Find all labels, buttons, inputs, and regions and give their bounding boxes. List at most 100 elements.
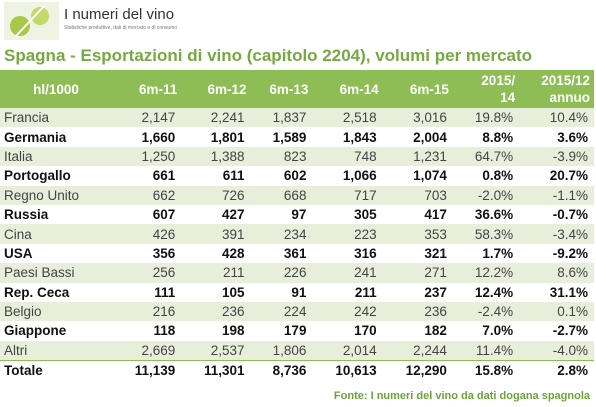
column-header: 2015/12 annuo [519, 70, 594, 108]
table-row: Totale 11,139 11,301 8,736 10,613 12,290 15.8%… [0, 360, 594, 381]
header-line: 2015/ [481, 73, 516, 88]
cell: 2,669 [112, 340, 182, 361]
column-header: 2015/14 [452, 70, 520, 108]
cell: 12.2% [452, 263, 520, 283]
cell: 91 [250, 282, 313, 302]
cell: 717 [312, 185, 383, 205]
cell: 11.4% [452, 340, 520, 361]
table-row: Portogallo 661 611 602 1,066 1,074 0.8% 20.7% [0, 166, 594, 186]
cell: 256 [112, 263, 182, 283]
cell: 10,613 [312, 360, 383, 381]
cell: 417 [382, 204, 453, 225]
cell: 2,004 [382, 127, 453, 147]
header-line: hl/1000 [33, 81, 79, 97]
cell: 1,250 [112, 146, 182, 167]
cell: 36.6% [452, 204, 520, 225]
column-header: 6m-12 [181, 70, 251, 108]
cell: 305 [312, 204, 383, 225]
cell: 182 [382, 321, 453, 341]
cell: 223 [312, 224, 383, 244]
cell: 234 [250, 224, 313, 244]
cell: 64.7% [452, 146, 520, 167]
cell: 2,241 [181, 108, 251, 128]
cell: 748 [312, 146, 383, 167]
title: Spagna - Esportazioni di vino (capitolo … [4, 46, 533, 65]
row-label: Belgio [0, 301, 113, 322]
row-label: Giappone [0, 321, 113, 341]
cell: 20.7% [519, 166, 594, 186]
cell: 1,660 [112, 127, 182, 147]
cell: 15.8% [452, 360, 520, 381]
cell: 361 [250, 243, 313, 264]
cell: 1,837 [250, 108, 313, 128]
row-label: Totale [0, 360, 113, 381]
cell: 211 [181, 263, 251, 283]
cell: -3.9% [519, 146, 594, 167]
cell: 316 [312, 243, 383, 264]
logo [4, 2, 59, 40]
cell: 271 [382, 263, 453, 283]
cell: -2.0% [452, 185, 520, 205]
cell: 3.6% [519, 127, 594, 147]
cell: 428 [181, 243, 251, 264]
cell: -9.2% [519, 243, 594, 264]
cell: 236 [181, 301, 251, 322]
cell: 236 [382, 301, 453, 322]
table-row: USA 356 428 361 316 321 1.7% -9.2% [0, 243, 594, 264]
cell: 391 [181, 224, 251, 244]
cell: 2,147 [112, 108, 182, 128]
cell: -2.4% [452, 301, 520, 322]
cell: 97 [250, 204, 313, 225]
cell: 321 [382, 243, 453, 264]
tagline: Statistiche produttive, dati di mercato … [64, 25, 178, 31]
cell: 427 [181, 204, 251, 225]
cell: -3.4% [519, 224, 594, 244]
row-label: Portogallo [0, 166, 113, 186]
cell: 1,074 [382, 166, 453, 186]
row-label: Altri [0, 340, 113, 361]
cell: 662 [112, 185, 182, 205]
cell: 703 [382, 185, 453, 205]
cell: 2.8% [519, 360, 594, 381]
header-line: 6m-12 [207, 81, 247, 97]
table-row: Russia 607 427 97 305 417 36.6% -0.7% [0, 204, 594, 225]
brand: I numeri del vino [64, 6, 175, 23]
cell: 426 [112, 224, 182, 244]
column-header: 6m-11 [112, 70, 182, 108]
cell: 1,843 [312, 127, 383, 147]
table-row: Cina 426 391 234 223 353 58.3% -3.4% [0, 224, 594, 244]
cell: 31.1% [519, 282, 594, 302]
cell: 0.1% [519, 301, 594, 322]
cell: 2,014 [312, 340, 383, 361]
row-label: USA [0, 243, 113, 264]
cell: 241 [312, 263, 383, 283]
row-label: Italia [0, 146, 113, 167]
cell: 12,290 [382, 360, 453, 381]
cell: -1.1% [519, 185, 594, 205]
cell: 823 [250, 146, 313, 167]
cell: 224 [250, 301, 313, 322]
table-row: Giappone 118 198 179 170 182 7.0% -2.7% [0, 321, 594, 341]
cell: 179 [250, 321, 313, 341]
table-row: Francia 2,147 2,241 1,837 2,518 3,016 19.8% 10.… [0, 108, 594, 128]
cell: 1,231 [382, 146, 453, 167]
cell: 1,806 [250, 340, 313, 361]
cell: 661 [112, 166, 182, 186]
cell: 668 [250, 185, 313, 205]
cell: 19.8% [452, 108, 520, 128]
cell: 11,139 [112, 360, 182, 381]
header-line: 6m-13 [269, 81, 309, 97]
table-row: Italia 1,250 1,388 823 748 1,231 64.7% -3.9% [0, 146, 594, 167]
header-line: 6m-15 [409, 81, 449, 97]
cell: -4.0% [519, 340, 594, 361]
cell: 170 [312, 321, 383, 341]
table-row: Paesi Bassi 256 211 226 241 271 12.2% 8.6% [0, 263, 594, 283]
cell: 353 [382, 224, 453, 244]
column-header: 6m-15 [382, 70, 453, 108]
cell: 10.4% [519, 108, 594, 128]
cell: 7.0% [452, 321, 520, 341]
cell: 1,589 [250, 127, 313, 147]
row-label: Francia [0, 108, 113, 128]
cell: -0.7% [519, 204, 594, 225]
cell: 8,736 [250, 360, 313, 381]
